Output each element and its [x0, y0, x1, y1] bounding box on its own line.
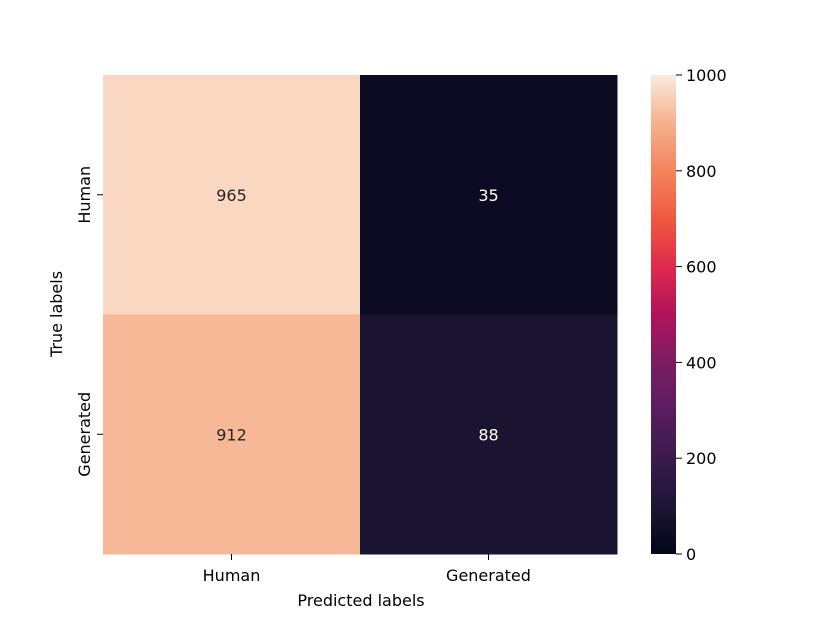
colorbar-tick-label: 200	[686, 449, 717, 468]
y-tick-label: Generated	[75, 392, 94, 477]
heatmap-cell-value: 35	[478, 186, 498, 205]
y-tick-label: Human	[75, 166, 94, 224]
y-axis-label: True labels	[47, 271, 66, 358]
x-axis: Human Generated	[203, 554, 531, 585]
colorbar	[651, 75, 676, 554]
heatmap-cell-value: 912	[216, 425, 247, 444]
heatmap-cell	[103, 314, 361, 555]
colorbar-tick-label: 800	[686, 162, 717, 181]
x-tick-label: Human	[203, 566, 261, 585]
heatmap-cells	[103, 75, 618, 555]
y-axis: Human Generated	[75, 166, 103, 477]
heatmap-cell-labels: 965 35 912 88	[216, 186, 498, 445]
colorbar-ticks: 0 200 400 600 800 1000	[676, 66, 727, 564]
colorbar-tick-label: 0	[686, 545, 696, 564]
heatmap-cell	[360, 75, 618, 315]
colorbar-tick-label: 600	[686, 258, 717, 277]
heatmap-cell	[103, 75, 361, 315]
heatmap-cell-value: 965	[216, 186, 247, 205]
colorbar-tick-label: 400	[686, 353, 717, 372]
x-axis-label: Predicted labels	[297, 591, 424, 610]
x-tick-label: Generated	[446, 566, 531, 585]
heatmap-cell	[360, 314, 618, 555]
colorbar-tick-label: 1000	[686, 66, 727, 85]
heatmap-cell-value: 88	[478, 425, 498, 444]
